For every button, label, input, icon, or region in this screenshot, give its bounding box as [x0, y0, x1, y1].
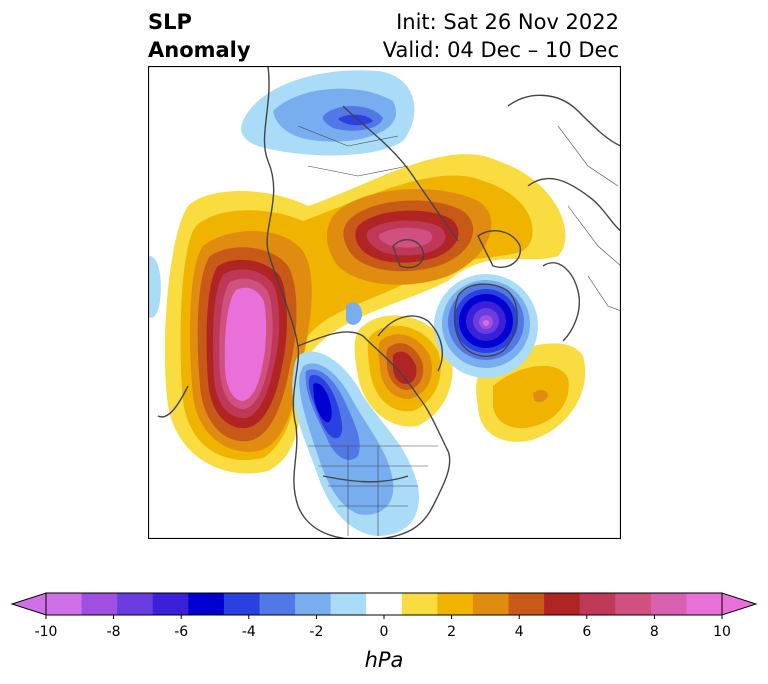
- low-anomaly-greenland: [434, 274, 538, 378]
- colorbar-tick-label: 0: [379, 624, 389, 640]
- map-frame: [148, 66, 621, 539]
- colorbar-segment: [508, 593, 545, 615]
- colorbar-tick-label: -10: [34, 624, 58, 640]
- colorbar-tick-label: 2: [447, 624, 457, 640]
- colorbar-segment: [152, 593, 189, 615]
- colorbar-segment: [401, 593, 438, 615]
- colorbar-units: hPa: [364, 648, 404, 672]
- title-variable: SLP: [148, 10, 192, 34]
- colorbar-segment: [223, 593, 260, 615]
- colorbar-segment: [366, 593, 403, 615]
- title-anomaly: Anomaly: [148, 38, 251, 62]
- colorbar-tick-label: 6: [582, 624, 592, 640]
- colorbar-segment: [615, 593, 652, 615]
- colorbar-tick-label: -2: [309, 624, 324, 640]
- colorbar-tick-label: -6: [174, 624, 189, 640]
- colorbar-segment: [330, 593, 367, 615]
- high-anomaly-hudson: [354, 315, 453, 427]
- colorbar-tick-label: 4: [514, 624, 524, 640]
- colorbar-segment: [437, 593, 474, 615]
- map-title: SLP Anomaly: [148, 8, 251, 64]
- colorbar-segment: [544, 593, 581, 615]
- colorbar-tick-label: -4: [241, 624, 256, 640]
- valid-range: Valid: 04 Dec – 10 Dec: [382, 38, 619, 62]
- high-anomaly-pacific: [164, 154, 566, 474]
- colorbar-tick-label: -8: [106, 624, 121, 640]
- colorbar-tick-label: 8: [649, 624, 659, 640]
- low-anomaly-us-west: [292, 351, 419, 536]
- borders: [297, 125, 621, 536]
- high-anomaly-arctic: [326, 189, 492, 285]
- colorbar-tick-label: 10: [713, 624, 731, 640]
- colorbar-segment: [259, 593, 296, 615]
- init-date: Init: Sat 26 Nov 2022: [396, 10, 619, 34]
- low-anomaly-edge: [148, 255, 161, 318]
- map-dates: Init: Sat 26 Nov 2022 Valid: 04 Dec – 10…: [383, 8, 619, 64]
- slp-anomaly-map: [148, 66, 621, 539]
- colorbar: [10, 592, 758, 619]
- colorbar-segment: [686, 593, 723, 615]
- coastlines: [157, 66, 621, 539]
- colorbar-segment: [117, 593, 154, 615]
- colorbar-segment: [46, 593, 83, 615]
- colorbar-segment: [650, 593, 687, 615]
- colorbar-extend-low: [10, 592, 47, 616]
- colorbar-segment: [295, 593, 332, 615]
- colorbar-segment: [81, 593, 118, 615]
- colorbar-extend-high: [721, 592, 758, 616]
- colorbar-segment: [188, 593, 225, 615]
- colorbar-segment: [579, 593, 616, 615]
- low-anomaly-arctic-small: [346, 302, 363, 325]
- colorbar-segment: [472, 593, 510, 615]
